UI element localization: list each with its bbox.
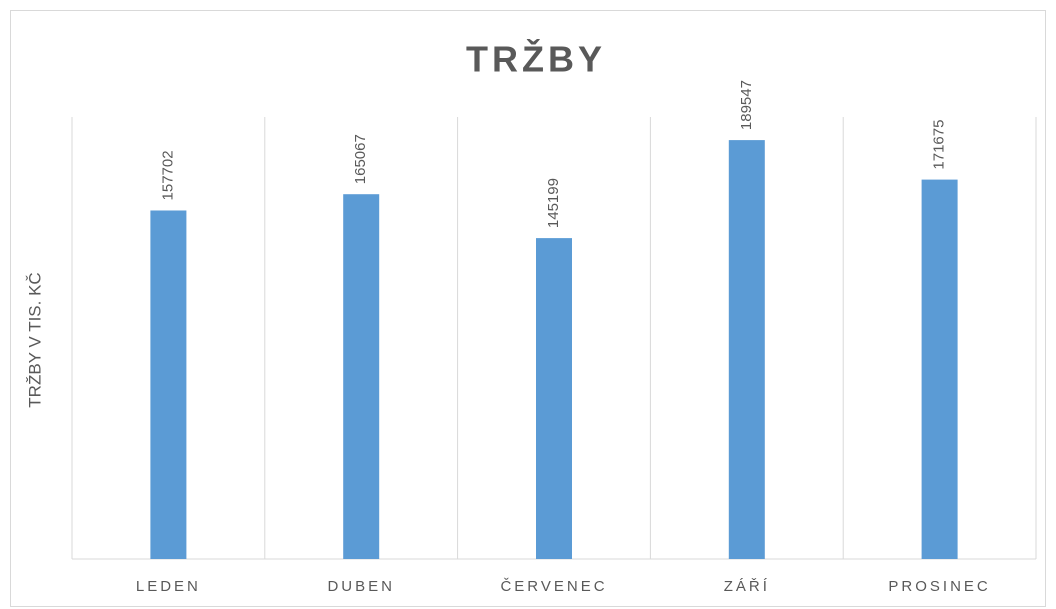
bar bbox=[728, 140, 765, 559]
data-label: 145199 bbox=[545, 178, 562, 228]
x-tick-label: ČERVENEC bbox=[500, 578, 607, 595]
data-label: 189547 bbox=[738, 80, 755, 130]
y-axis-label: TRŽBY V TIS. KČ bbox=[25, 272, 44, 407]
x-tick-label: LEDEN bbox=[136, 578, 201, 595]
data-label: 157702 bbox=[159, 150, 176, 200]
bar bbox=[150, 210, 187, 559]
data-label: 171675 bbox=[931, 120, 948, 170]
bar bbox=[343, 194, 380, 559]
x-tick-label: PROSINEC bbox=[888, 578, 990, 595]
bar bbox=[921, 179, 958, 559]
x-tick-label: ZÁŘÍ bbox=[724, 578, 770, 595]
x-tick-label: DUBEN bbox=[327, 578, 395, 595]
data-label: 165067 bbox=[352, 134, 369, 184]
bar bbox=[536, 238, 572, 559]
chart-title: TRŽBY bbox=[466, 38, 606, 80]
